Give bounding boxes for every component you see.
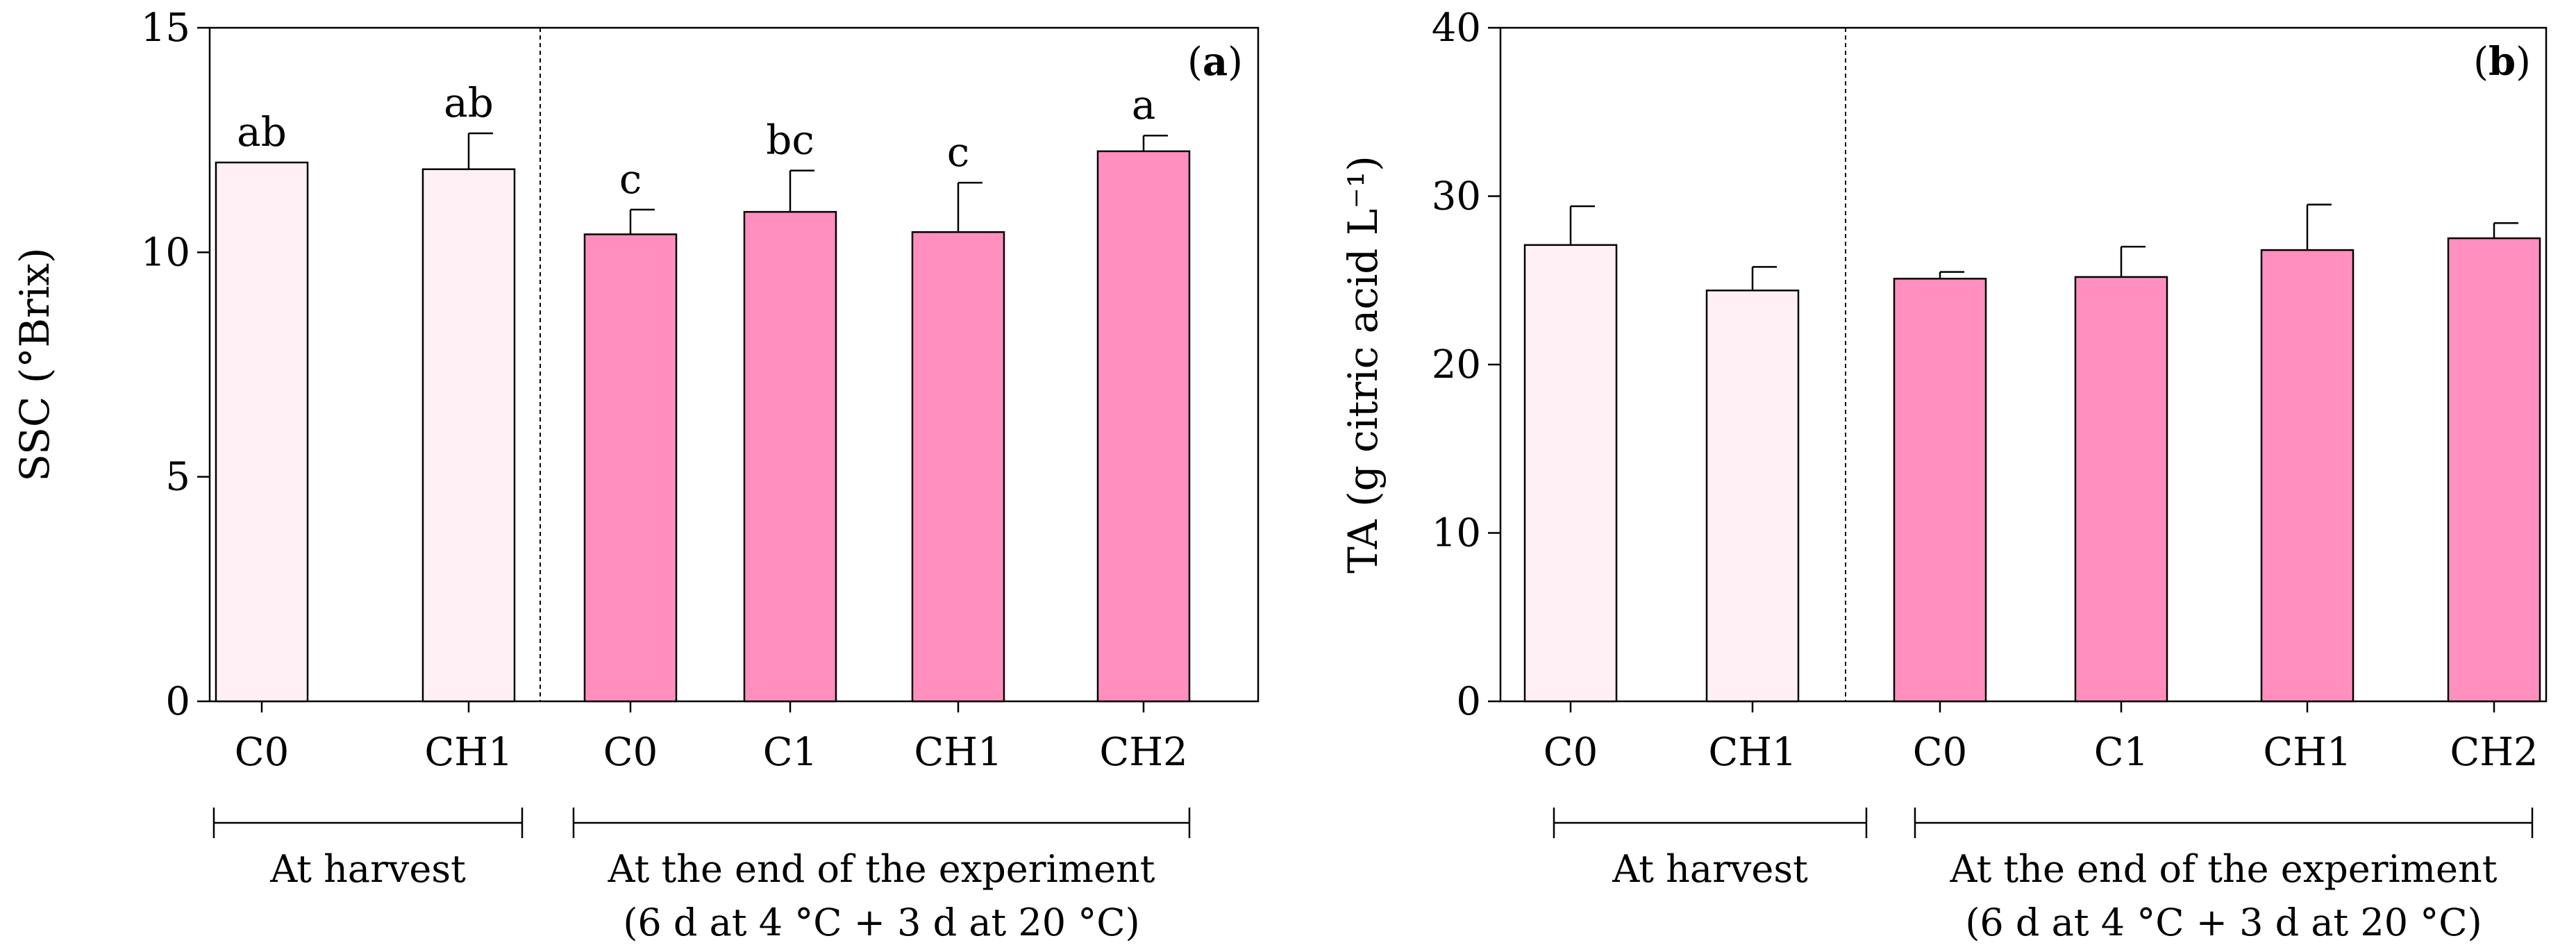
category-label: C0 <box>603 730 658 775</box>
y-tick-label: 10 <box>141 230 190 275</box>
bar <box>2260 249 2355 703</box>
y-tick-label: 20 <box>1432 342 1481 387</box>
category-label: C0 <box>235 730 289 775</box>
plot-frame <box>1499 26 2548 703</box>
bar <box>215 161 309 703</box>
group-label: At harvest <box>269 847 466 891</box>
category-label: C0 <box>1913 730 1967 775</box>
category-label: C1 <box>763 730 817 775</box>
bar <box>2447 237 2541 703</box>
category-label: CH1 <box>424 730 512 775</box>
panel-label-open: ( <box>1187 40 1203 85</box>
y-tick-label: 0 <box>1456 679 1481 724</box>
bar <box>1893 278 1987 703</box>
category-label: CH1 <box>2263 730 2351 775</box>
group-label: At the end of the experiment <box>1950 847 2498 891</box>
panel-label-close: ) <box>1228 40 1243 85</box>
bar <box>1096 150 1191 703</box>
category-label: CH2 <box>1099 730 1187 775</box>
y-tick-label: 15 <box>141 6 190 51</box>
panel-label-letter: b <box>2489 39 2516 85</box>
panel-label-open: ( <box>2473 40 2489 85</box>
plot-frame <box>208 26 1260 703</box>
bar <box>1705 290 1800 703</box>
category-label: C1 <box>2094 730 2148 775</box>
significance-letter: ab <box>237 108 287 156</box>
bar <box>911 231 1005 703</box>
y-tick-label: 5 <box>165 455 190 500</box>
panel-label: (b) <box>2473 39 2531 85</box>
bar <box>583 233 678 703</box>
significance-letter: ab <box>444 79 494 126</box>
significance-letter: bc <box>766 117 814 164</box>
group-label: At the end of the experiment <box>608 847 1155 891</box>
panel-label-close: ) <box>2516 40 2531 85</box>
panel-label: (a) <box>1187 39 1243 85</box>
y-tick-label: 40 <box>1432 6 1481 51</box>
significance-letter: a <box>1132 81 1156 128</box>
bar <box>421 168 516 703</box>
panel-b-ta: 0 10 20 30 40 TA (g citric acid L⁻¹) (b) C0 CH1 C… <box>1339 6 2548 944</box>
bar <box>1523 244 1618 703</box>
bar <box>743 210 837 703</box>
group-label: At harvest <box>1612 847 1808 891</box>
group-sublabel: (6 d at 4 °C + 3 d at 20 °C) <box>1965 901 2482 944</box>
bar <box>2074 276 2168 703</box>
category-label: CH1 <box>914 730 1002 775</box>
category-label: CH1 <box>1708 730 1796 775</box>
group-sublabel: (6 d at 4 °C + 3 d at 20 °C) <box>623 901 1139 944</box>
category-label: C0 <box>1544 730 1598 775</box>
y-tick-label: 30 <box>1432 174 1481 219</box>
y-axis-label: SSC (°Brix) <box>11 247 58 481</box>
y-axis-label: TA (g citric acid L⁻¹) <box>1339 156 1387 574</box>
category-label: CH2 <box>2450 730 2538 775</box>
y-tick-label: 0 <box>165 679 190 724</box>
significance-letter: c <box>619 156 642 203</box>
significance-letter: c <box>947 128 969 176</box>
panel-label-letter: a <box>1203 39 1228 85</box>
y-tick-label: 10 <box>1432 511 1481 556</box>
